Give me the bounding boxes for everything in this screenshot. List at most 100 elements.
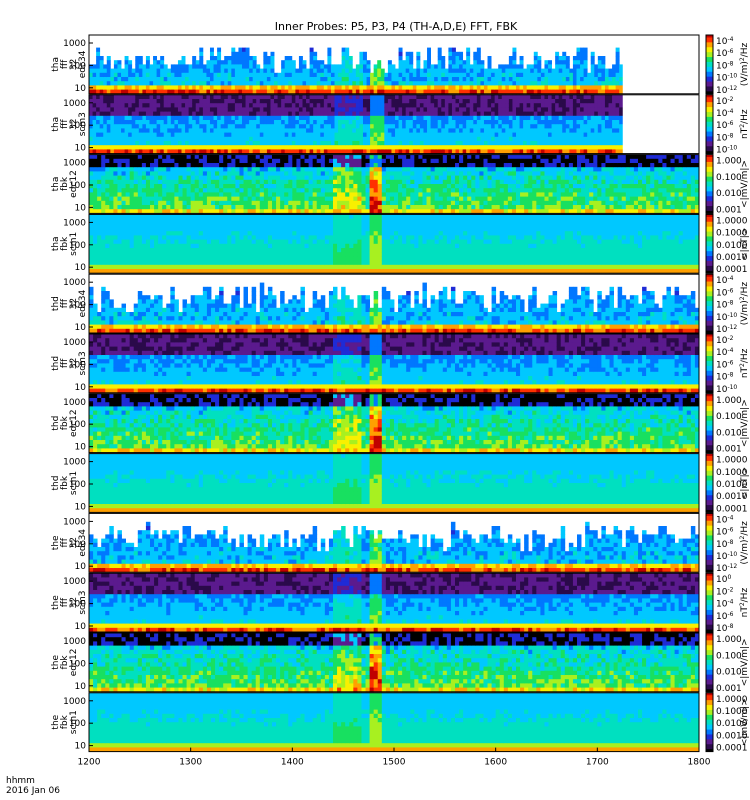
spectrogram-cell <box>431 116 435 121</box>
spectrogram-cell <box>479 201 483 206</box>
spectrogram-cell <box>491 128 495 133</box>
spectrogram-cell <box>402 163 406 168</box>
spectrogram-cell <box>598 124 602 129</box>
spectrogram-cell <box>413 95 417 100</box>
colorbar-tick-label: 10-6 <box>716 120 734 131</box>
spectrogram-cell <box>207 171 211 176</box>
spectrogram-cell <box>157 128 161 133</box>
spectrogram-cell <box>388 64 392 69</box>
spectrogram-cell <box>342 69 346 74</box>
spectrogram-cell <box>228 124 232 129</box>
spectrogram-cell <box>132 124 136 129</box>
spectrogram-cell <box>456 77 460 82</box>
spectrogram-cell <box>390 180 394 185</box>
spectrogram-cell <box>320 95 324 100</box>
spectrogram-cell <box>296 192 300 197</box>
spectrogram-cell <box>573 133 577 138</box>
spectrogram-cell <box>272 197 276 202</box>
colorbar-swatch <box>706 47 713 50</box>
spectrogram-cell <box>303 145 307 150</box>
spectrogram-cell <box>89 95 93 100</box>
spectrogram-cell <box>374 137 378 142</box>
spectrogram-cell <box>569 99 573 104</box>
spectrogram-cell <box>467 176 471 181</box>
spectrogram-cell <box>153 69 157 74</box>
spectrogram-cell <box>174 133 178 138</box>
spectrogram-cell <box>217 103 221 108</box>
spectrogram-cell <box>253 81 257 86</box>
spectrogram-cell <box>357 184 361 189</box>
spectrogram-cell <box>562 137 566 142</box>
spectrogram-cell <box>463 197 467 202</box>
spectrogram-cell <box>500 159 504 164</box>
colorbar-swatch <box>706 62 713 65</box>
spectrogram-cell <box>502 112 506 117</box>
spectrogram-cell <box>452 95 456 100</box>
spectrogram-cell <box>260 163 264 168</box>
spectrogram-cell <box>288 128 292 133</box>
spectrogram-cell <box>377 137 381 142</box>
spectrogram-cell <box>125 99 129 104</box>
spectrogram-cell <box>361 176 365 181</box>
spectrogram-cell <box>246 107 250 112</box>
spectrogram-cell <box>479 171 483 176</box>
spectrogram-cell <box>329 155 333 160</box>
spectrogram-cell <box>100 137 104 142</box>
spectrogram-cell <box>329 205 333 210</box>
spectrogram-cell <box>157 133 161 138</box>
spectrogram-cell <box>431 85 435 90</box>
spectrogram-cell <box>390 155 394 160</box>
spectrogram-cell <box>470 145 474 150</box>
spectrogram-cell <box>367 124 371 129</box>
spectrogram-cell <box>374 107 378 112</box>
spectrogram-cell <box>562 145 566 150</box>
spectrogram-cell <box>310 137 314 142</box>
spectrogram-cell <box>496 205 500 210</box>
spectrogram-cell <box>276 188 280 193</box>
spectrogram-cell <box>246 128 250 133</box>
spectrogram-cell <box>113 159 117 164</box>
spectrogram-cell <box>89 128 93 133</box>
spectrogram-cell <box>295 133 299 138</box>
spectrogram-cell <box>235 171 239 176</box>
spectrogram-cell <box>443 197 447 202</box>
spectrogram-cell <box>252 176 256 181</box>
spectrogram-cell <box>544 124 548 129</box>
spectrogram-cell <box>591 116 595 121</box>
spectrogram-cell <box>187 155 191 160</box>
spectrogram-cell <box>484 103 488 108</box>
spectrogram-cell <box>512 48 516 53</box>
spectrogram-cell <box>527 133 531 138</box>
spectrogram-cell <box>544 116 548 121</box>
spectrogram-cell <box>455 167 459 172</box>
spectrogram-cell <box>110 69 114 74</box>
spectrogram-cell <box>231 188 235 193</box>
spectrogram-cell <box>93 73 97 78</box>
spectrogram-cell <box>338 141 342 146</box>
spectrogram-cell <box>278 77 282 82</box>
spectrogram-cell <box>299 124 303 129</box>
spectrogram-cell <box>591 77 595 82</box>
spectrogram-cell <box>541 133 545 138</box>
spectrogram-cell <box>278 99 282 104</box>
spectrogram-cell <box>473 56 477 61</box>
spectrogram-cell <box>182 128 186 133</box>
spectrogram-cell <box>331 116 335 121</box>
spectrogram-cell <box>242 48 246 53</box>
spectrogram-cell <box>470 116 474 121</box>
spectrogram-cell <box>122 159 126 164</box>
spectrogram-cell <box>576 81 580 86</box>
spectrogram-cell <box>356 128 360 133</box>
spectrogram-cell <box>391 81 395 86</box>
spectrogram-cell <box>183 197 187 202</box>
spectrogram-cell <box>223 155 227 160</box>
spectrogram-cell <box>356 81 360 86</box>
spectrogram-cell <box>406 197 410 202</box>
spectrogram-cell <box>516 145 520 150</box>
chart-title: Inner Probes: P5, P3, P4 (TH-A,D,E) FFT,… <box>275 20 518 33</box>
spectrogram-cell <box>463 192 467 197</box>
spectrogram-cell <box>445 137 449 142</box>
spectrogram-cell <box>223 192 227 197</box>
spectrogram-cell <box>299 69 303 74</box>
spectrogram-cell <box>598 69 602 74</box>
